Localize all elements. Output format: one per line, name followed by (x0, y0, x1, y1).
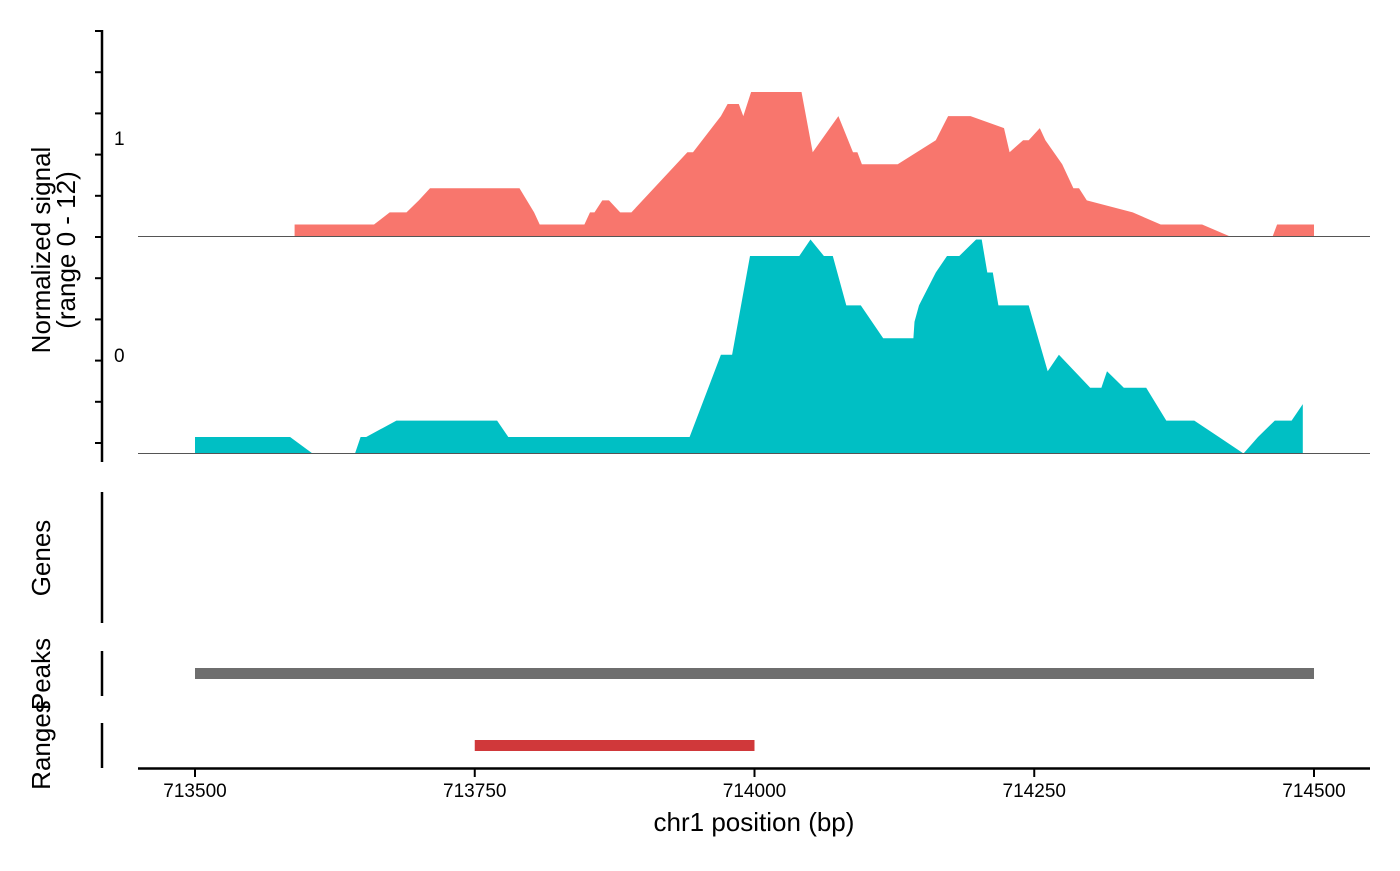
coverage-y-axis (95, 30, 104, 462)
highlight-range-bar (474, 740, 755, 751)
x-axis-ticks: 713500 713750 714000 714250 714500 (163, 769, 1346, 802)
x-tick-label: 714250 (1003, 781, 1066, 802)
x-tick-label: 713500 (163, 781, 226, 802)
x-tick-label: 714000 (723, 781, 786, 802)
y-axis-title-line2: (range 0 - 12) (51, 171, 81, 329)
coverage-track-1-area-tail (1272, 224, 1314, 237)
y-axis-title: Normalized signal (range 0 - 12) (26, 147, 81, 354)
peaks-track-label: Peaks (26, 638, 56, 710)
coverage-track-0-area-tail (1243, 404, 1303, 454)
y-axis-title-line1: Normalized signal (26, 147, 56, 354)
coverage-track-0-area-mid (355, 239, 1244, 454)
ranges-track-label: Ranges (26, 700, 56, 790)
track-group-label-0: 0 (114, 346, 125, 367)
genes-track-label: Genes (26, 520, 56, 597)
coverage-track-1-area (294, 92, 1231, 237)
coverage-track-0-area (195, 437, 313, 454)
x-tick-label: 713750 (443, 781, 506, 802)
track-group-label-1: 1 (114, 129, 125, 150)
x-axis-title: chr1 position (bp) (654, 807, 855, 837)
peak-range-bar (195, 668, 1314, 679)
x-tick-label: 714500 (1282, 781, 1345, 802)
